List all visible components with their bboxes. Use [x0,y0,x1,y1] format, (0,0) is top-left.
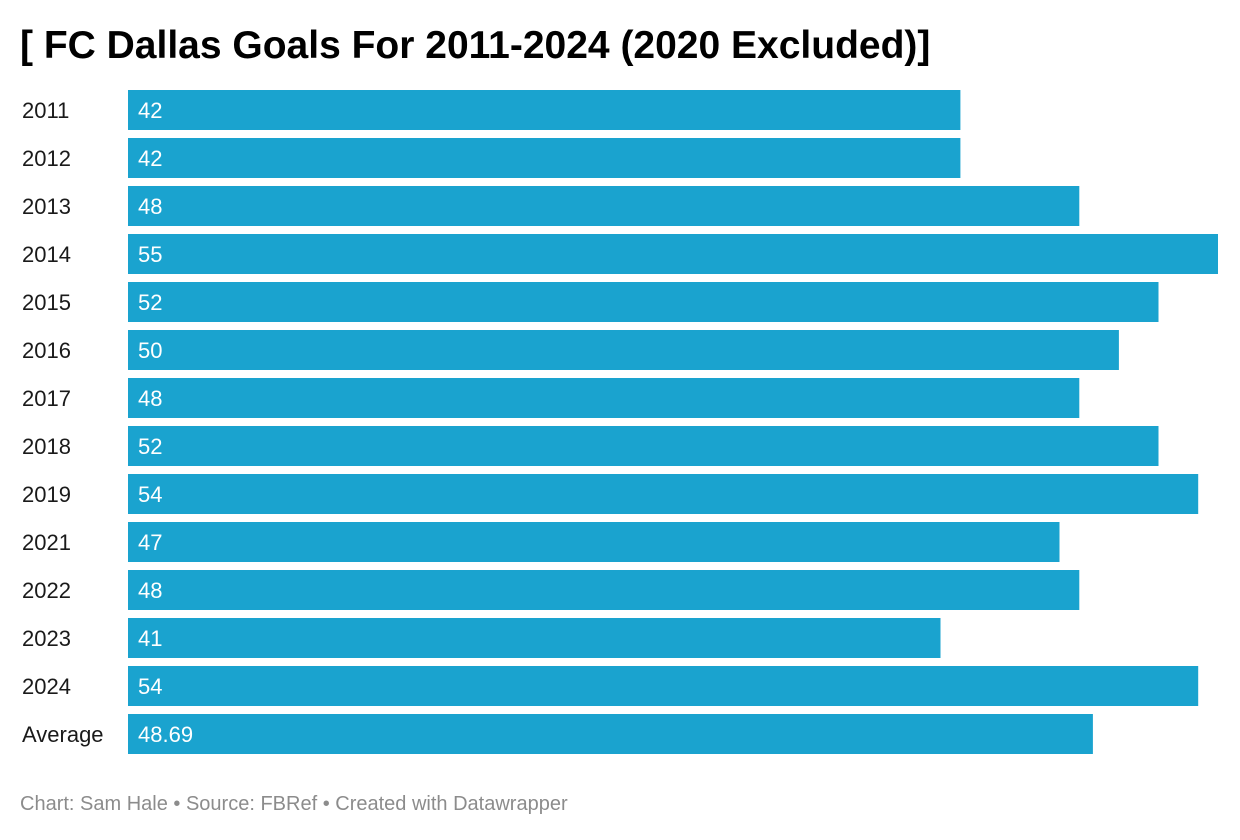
category-label: 2019 [22,482,71,507]
value-label: 48 [138,386,162,411]
category-label: 2013 [22,194,71,219]
bar [128,330,1119,370]
value-label: 42 [138,146,162,171]
category-label: 2011 [22,98,69,123]
value-label: 54 [138,482,162,507]
bar [128,666,1199,706]
footer-credit: Created with Datawrapper [335,793,568,815]
bar [128,378,1080,418]
chart-footer: Chart: Sam Hale • Source: FBRef • Create… [20,793,568,816]
footer-separator: • [317,793,336,815]
bar-chart: 2011 42 2012 42 2013 48 2014 55 2015 52 2016 50 2017… [22,90,1218,754]
category-label: 2024 [22,674,71,699]
bar [128,186,1080,226]
bar [128,138,961,178]
category-label: 2022 [22,578,71,603]
bar [128,426,1159,466]
category-label: 2021 [22,530,71,555]
bar [128,90,961,130]
bar [128,570,1080,610]
footer-chart-by: Chart: Sam Hale [20,793,168,815]
category-label: 2016 [22,338,71,363]
category-label: 2012 [22,146,71,171]
value-label: 48 [138,578,162,603]
bar [128,618,941,658]
category-label: 2017 [22,386,71,411]
category-label: 2015 [22,290,71,315]
value-label: 47 [138,530,162,555]
bar [128,234,1218,274]
value-label: 48.69 [138,722,193,747]
value-label: 48 [138,194,162,219]
value-label: 52 [138,434,162,459]
bar [128,714,1093,754]
bar [128,474,1199,514]
footer-separator: • [167,793,186,815]
value-label: 50 [138,338,162,363]
category-label: 2018 [22,434,71,459]
value-label: 41 [138,626,162,651]
chart-title: [ FC Dallas Goals For 2011-2024 (2020 Ex… [20,24,931,67]
category-label: Average [22,722,104,747]
bar [128,522,1060,562]
category-label: 2023 [22,626,71,651]
value-label: 54 [138,674,162,699]
bar [128,282,1159,322]
value-label: 55 [138,242,162,267]
value-label: 52 [138,290,162,315]
category-label: 2014 [22,242,71,267]
value-label: 42 [138,98,162,123]
footer-source: Source: FBRef [185,793,318,815]
